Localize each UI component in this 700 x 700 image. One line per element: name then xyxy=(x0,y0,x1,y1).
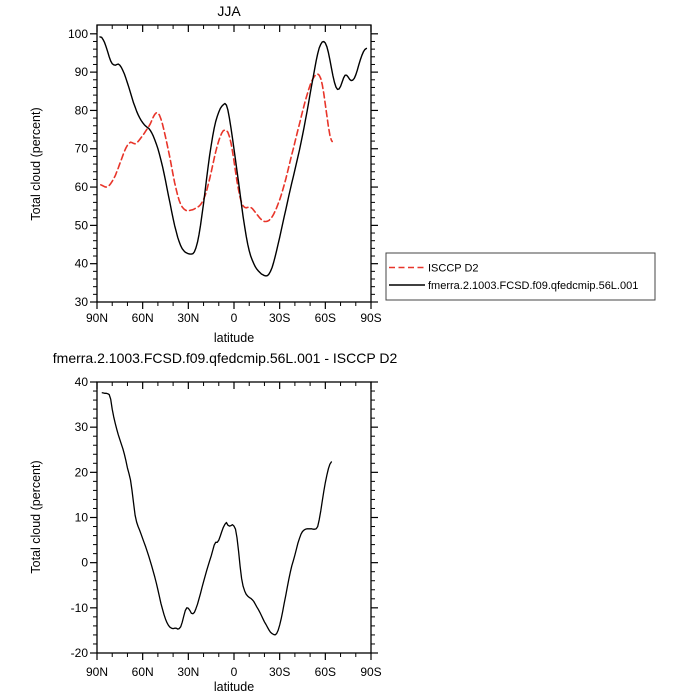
y-axis-label: Total cloud (percent) xyxy=(29,107,43,220)
y-tick-label: 50 xyxy=(75,218,89,232)
y-tick-label: 10 xyxy=(75,511,89,525)
y-tick-label: 40 xyxy=(75,257,89,271)
top-chart-jja: 90N 60N 30N 0 30S 60S 90S 30 40 50 60 70 80 90 100 JJA l… xyxy=(29,3,382,345)
x-tick-label: 0 xyxy=(231,665,238,679)
legend-box xyxy=(385,252,656,301)
y-tick-label: 90 xyxy=(75,65,89,79)
y-tick-label: 0 xyxy=(81,556,88,570)
chart-title: JJA xyxy=(217,3,241,19)
x-tick-label: 90S xyxy=(360,311,381,325)
chart-title: fmerra.2.1003.FCSD.f09.qfedcmip.56L.001 … xyxy=(53,350,398,366)
x-tick-label: 30N xyxy=(177,665,199,679)
x-tick-label: 60N xyxy=(132,311,154,325)
plot-frame xyxy=(96,381,372,654)
x-tick-label: 30S xyxy=(269,311,290,325)
y-tick-label: -10 xyxy=(71,601,89,615)
y-tick-label: 60 xyxy=(75,180,89,194)
x-tick-label: 30N xyxy=(177,311,199,325)
legend: ISCCP D2 fmerra.2.1003.FCSD.f09.qfedcmip.… xyxy=(385,252,656,301)
x-tick-label: 30S xyxy=(269,665,290,679)
x-tick-label: 0 xyxy=(231,311,238,325)
legend-label: ISCCP D2 xyxy=(428,262,479,274)
y-axis-label: Total cloud (percent) xyxy=(29,460,43,573)
difference-curve xyxy=(101,392,333,636)
x-tick-label: 60S xyxy=(315,311,336,325)
bottom-chart-difference: 90N 60N 30N 0 30S 60S 90S -20 -10 0 10 20 30 40 fmerra… xyxy=(29,350,397,694)
y-tick-label: 80 xyxy=(75,103,89,117)
x-axis-label: latitude xyxy=(214,680,254,694)
y-tick-label: -20 xyxy=(71,646,89,660)
y-tick-label: 70 xyxy=(75,142,89,156)
model-curve xyxy=(99,36,368,277)
x-tick-label: 60S xyxy=(315,665,336,679)
y-tick-label: 20 xyxy=(75,465,89,479)
x-tick-label: 90S xyxy=(360,665,381,679)
x-axis-label: latitude xyxy=(214,331,254,345)
x-tick-label: 60N xyxy=(132,665,154,679)
isccp-d2-curve xyxy=(100,73,333,223)
y-tick-label: 30 xyxy=(75,420,89,434)
x-tick-label: 90N xyxy=(86,665,108,679)
legend-label: fmerra.2.1003.FCSD.f09.qfedcmip.56L.001 xyxy=(428,280,638,292)
y-tick-label: 30 xyxy=(75,295,89,309)
y-tick-label: 100 xyxy=(68,27,88,41)
x-tick-label: 90N xyxy=(86,311,108,325)
y-tick-label: 40 xyxy=(75,375,89,389)
